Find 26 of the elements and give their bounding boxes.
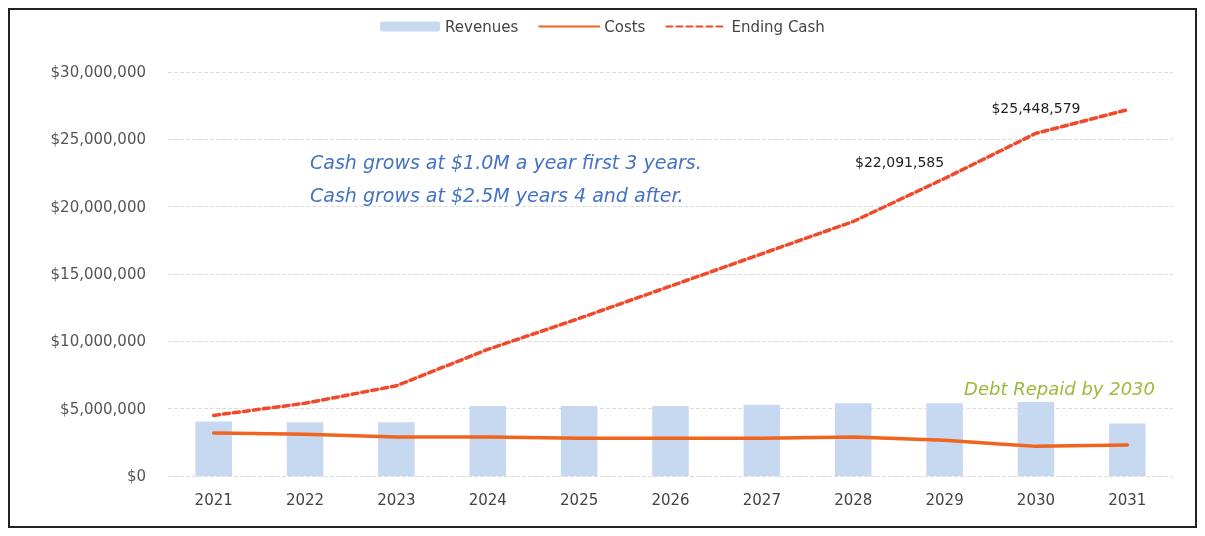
- annotation: Debt Repaid by 2030: [964, 378, 1155, 400]
- y-tick-label: $30,000,000: [50, 63, 146, 81]
- legend-label: Ending Cash: [731, 17, 825, 36]
- x-tick-label: 2025: [560, 490, 599, 509]
- x-tick-label: 2031: [1108, 490, 1147, 509]
- x-tick-label: 2027: [742, 490, 781, 509]
- y-tick-label: $20,000,000: [50, 197, 146, 216]
- legend-label: Costs: [604, 17, 646, 36]
- x-tick-label: 2023: [377, 490, 416, 509]
- y-tick-label: $25,000,000: [50, 130, 146, 149]
- line-series: [211, 431, 1130, 449]
- legend-label: Revenues: [445, 17, 519, 36]
- data-label: $25,448,579: [991, 100, 1081, 117]
- y-tick-label: $0: [126, 467, 146, 485]
- x-tick-label: 2026: [651, 490, 690, 509]
- x-tick-label: 2021: [194, 490, 233, 509]
- y-tick-label: $15,000,000: [50, 265, 146, 283]
- x-tick-label: 2024: [468, 490, 507, 509]
- x-tick-label: 2029: [925, 490, 964, 509]
- annotation: Cash grows at $1.0M a year first 3 years. Cash grows at $2.5M years 4 and after.: [310, 150, 702, 206]
- data-label: $22,091,585: [855, 153, 945, 170]
- x-tick-label: 2028: [834, 490, 873, 509]
- x-tick-label: 2030: [1016, 490, 1056, 509]
- y-tick-label: $5,000,000: [60, 399, 146, 418]
- x-tick-label: 2022: [285, 490, 325, 509]
- y-tick-label: $10,000,000: [50, 332, 146, 351]
